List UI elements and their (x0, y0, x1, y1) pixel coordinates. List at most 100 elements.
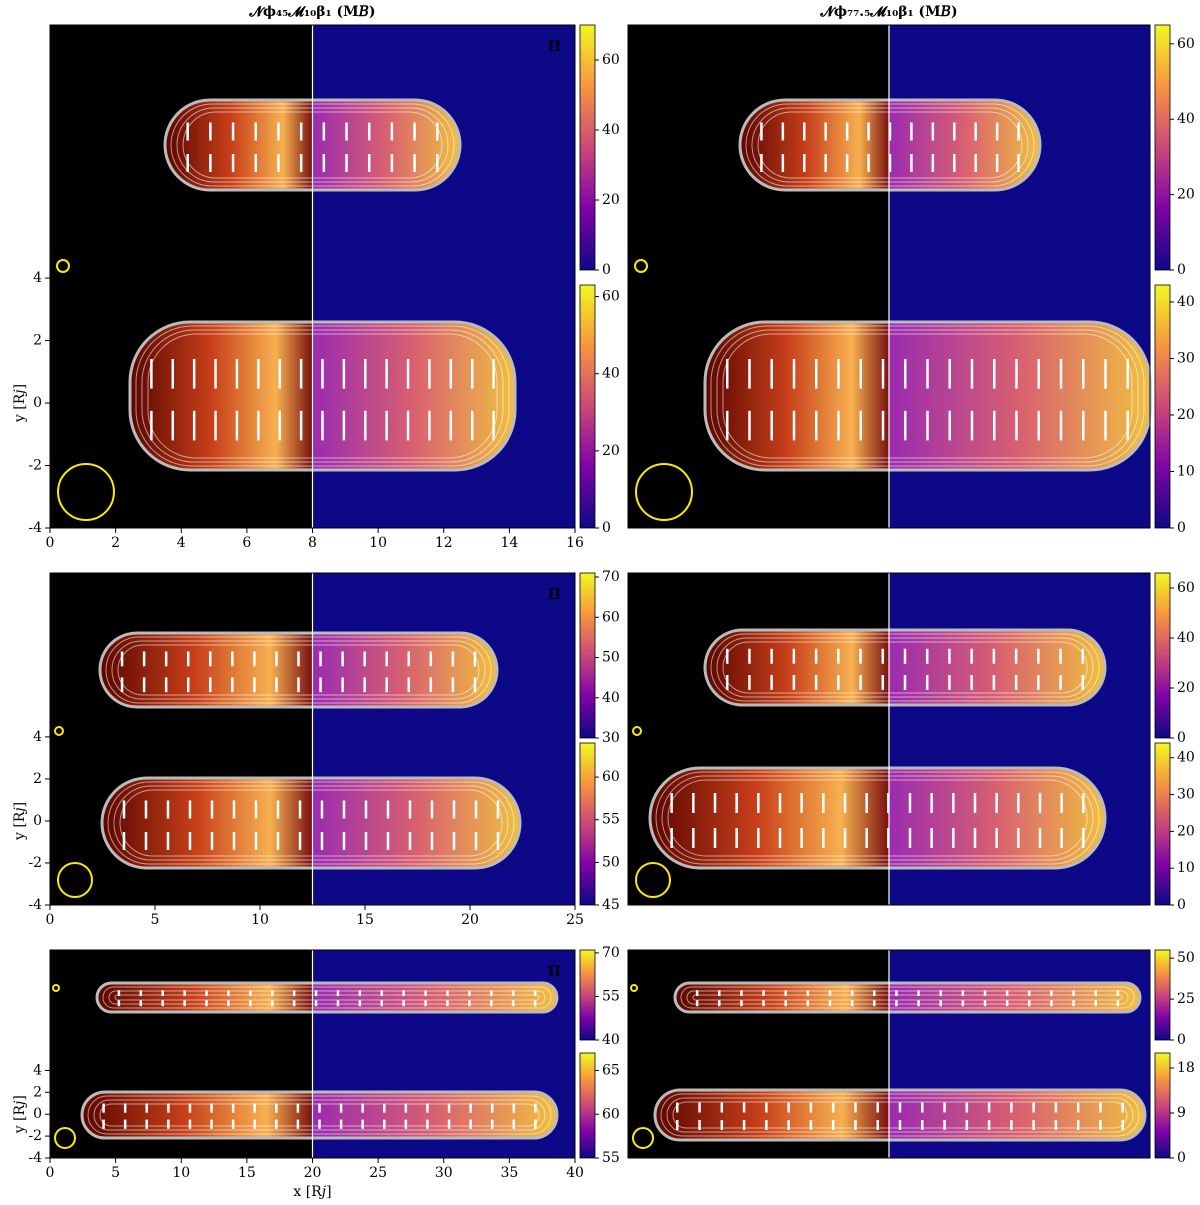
colorbar-tick-label: 60 (602, 1106, 620, 1122)
y-tick-label: -2 (28, 855, 42, 871)
panel-title: 𝓝ϕ₇₇.₅𝓜₁₀β₁ (M𝐵) (819, 4, 957, 20)
colorbar-tick-label: 50 (1177, 950, 1195, 966)
x-tick-label: 4 (177, 535, 186, 551)
colorbar-tick-label: 60 (602, 609, 620, 625)
y-tick-label: -2 (28, 1128, 42, 1144)
y-axis-label: y [R𝑗] (12, 384, 28, 423)
colorbar (579, 949, 596, 1041)
jet-cross-section (738, 98, 1042, 192)
x-tick-label: 14 (500, 535, 518, 551)
x-tick-label: 16 (566, 535, 584, 551)
colorbar (579, 1052, 596, 1159)
colorbar (579, 742, 596, 906)
contour (680, 986, 1135, 1009)
y-tick-label: 2 (33, 333, 42, 349)
contour (751, 107, 1029, 183)
colorbar-tick-label: 20 (1177, 407, 1195, 423)
colorbar (579, 572, 596, 739)
contour (93, 1099, 546, 1131)
colorbar-tick-label: 0 (602, 520, 611, 536)
contour (141, 329, 504, 463)
beam (54, 726, 64, 736)
contour (147, 333, 498, 459)
y-tick-label: -4 (28, 1150, 42, 1166)
contour (745, 103, 1035, 187)
colorbar-tick-label: 0 (1177, 730, 1186, 746)
jet-cross-section (95, 981, 559, 1014)
y-axis-label: y [R𝑗] (12, 1095, 28, 1134)
contour (667, 779, 1088, 857)
beam (54, 1127, 76, 1149)
colorbar-tick-label: 20 (1177, 823, 1195, 839)
contour (660, 1093, 1140, 1137)
x-tick-label: 5 (151, 912, 160, 928)
beam (635, 862, 671, 898)
colorbar (1154, 284, 1171, 529)
x-axis-label: x [R𝑗] (293, 1184, 331, 1200)
colorbar-tick-label: 20 (1177, 187, 1195, 203)
colorbar-tick-label: 60 (1177, 580, 1195, 596)
colorbar-tick-label: 18 (1177, 1060, 1195, 1076)
jet-cross-section (703, 320, 1152, 472)
colorbar-tick-label: 45 (602, 897, 620, 913)
contour (87, 1095, 552, 1135)
contour (716, 637, 1094, 698)
y-axis-label: y [R𝑗] (12, 802, 28, 841)
contour (119, 789, 503, 857)
frame (627, 949, 1151, 1159)
contour (722, 641, 1088, 694)
colorbar-tick-label: 20 (1177, 680, 1195, 696)
colorbar-tick-label: 40 (1177, 750, 1195, 766)
colorbar-tick-label: 55 (602, 812, 620, 828)
colorbar-tick-label: 40 (602, 122, 620, 138)
contour (102, 986, 552, 1009)
beam (56, 259, 70, 273)
frame (627, 572, 1151, 906)
colorbar-tick-label: 0 (1177, 897, 1186, 913)
colorbar-tick-label: 10 (1177, 860, 1195, 876)
colorbar-tick-label: 0 (602, 262, 611, 278)
colorbar-tick-label: 20 (602, 443, 620, 459)
y-tick-label: 4 (33, 729, 42, 745)
colorbar-tick-label: 40 (602, 690, 620, 706)
colorbar-tick-label: 50 (602, 854, 620, 870)
beam (630, 984, 638, 992)
y-tick-label: -2 (28, 458, 42, 474)
region-label: Π (548, 587, 561, 603)
y-tick-label: 2 (33, 1084, 42, 1100)
x-tick-label: 25 (566, 912, 584, 928)
colorbar-tick-label: 40 (1177, 111, 1195, 127)
colorbar-tick-label: 10 (1177, 463, 1195, 479)
colorbar (579, 24, 596, 271)
jet-cross-section (648, 766, 1107, 870)
colorbar-tick-label: 30 (1177, 787, 1195, 803)
region-label: Π (548, 39, 561, 55)
contour (661, 775, 1094, 861)
colorbar-tick-label: 60 (1177, 36, 1195, 52)
contour (710, 325, 1145, 467)
contour (655, 771, 1100, 865)
x-tick-label: 35 (500, 1165, 518, 1181)
colorbar-tick-label: 30 (602, 730, 620, 746)
frame (49, 572, 576, 906)
jet-cross-section (98, 631, 499, 709)
colorbar (579, 284, 596, 529)
contour (710, 633, 1100, 702)
x-tick-label: 40 (566, 1165, 584, 1181)
colorbar-tick-label: 40 (602, 366, 620, 382)
y-tick-label: 2 (33, 771, 42, 787)
x-tick-label: 0 (46, 535, 55, 551)
colorbar-tick-label: 60 (602, 52, 620, 68)
contour (135, 325, 510, 467)
y-tick-label: -4 (28, 897, 42, 913)
jet-cross-section (128, 320, 517, 472)
colorbar-tick-label: 0 (1177, 520, 1186, 536)
colorbar-tick-label: 9 (1177, 1105, 1186, 1121)
x-tick-label: 0 (46, 1165, 55, 1181)
colorbar (1154, 572, 1171, 739)
x-tick-label: 25 (369, 1165, 387, 1181)
x-tick-label: 2 (111, 535, 120, 551)
colorbar-tick-label: 70 (602, 569, 620, 585)
beam (635, 463, 693, 521)
